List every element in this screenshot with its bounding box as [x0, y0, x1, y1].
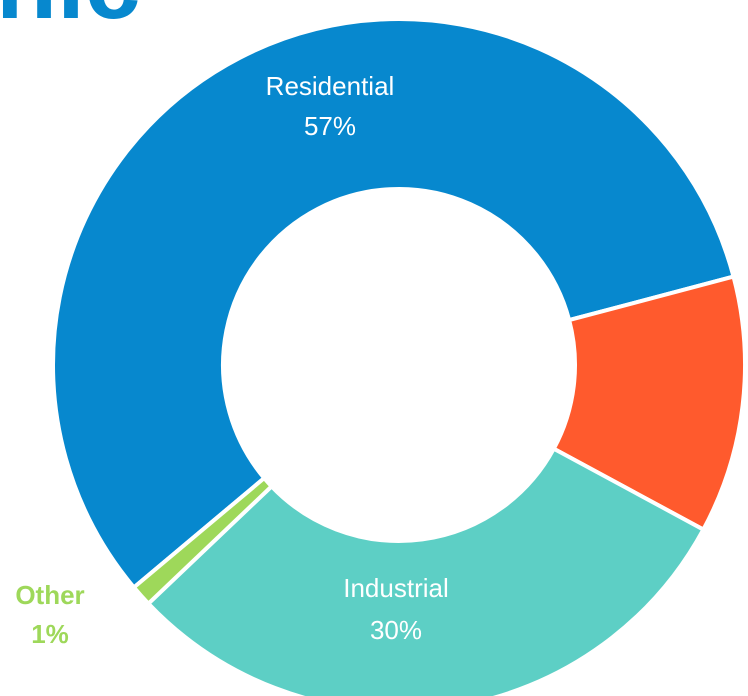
category-label: Industrial	[343, 573, 449, 603]
value-label: 57%	[304, 111, 356, 141]
category-label: Residential	[266, 71, 395, 101]
value-label: 30%	[370, 615, 422, 645]
chart-title: nic	[0, 0, 140, 40]
donut-segment	[131, 475, 275, 607]
donut-segment	[51, 17, 736, 591]
value-label: 1%	[31, 619, 69, 649]
category-label: Other	[15, 580, 84, 610]
donut-segment	[145, 446, 707, 696]
